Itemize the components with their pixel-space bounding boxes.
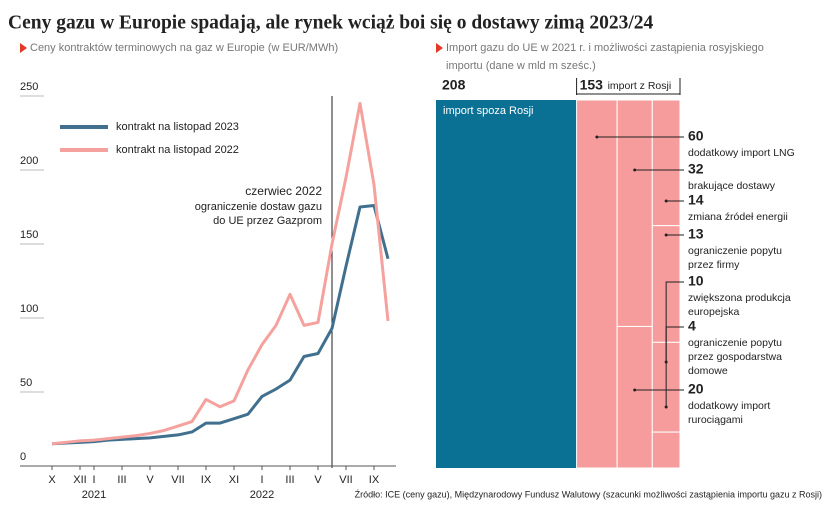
item-value: 4 — [688, 318, 696, 334]
bracket — [576, 93, 681, 95]
legend-label: kontrakt na listopad 2023 — [116, 121, 239, 133]
item-label: ograniczenie popytu — [688, 245, 782, 257]
leader-dot — [664, 199, 668, 203]
segment — [651, 99, 681, 227]
item-value: 20 — [688, 381, 704, 397]
leader — [665, 326, 684, 407]
leader-dot — [633, 168, 637, 172]
item-label: rurociągami — [688, 414, 743, 426]
segment — [616, 99, 653, 327]
x-tick-label: V — [314, 474, 322, 486]
item-label: brakujące dostawy — [688, 180, 776, 192]
year-label: 2021 — [82, 489, 106, 501]
total-label: import z Rosji — [608, 80, 672, 92]
item-value: 14 — [688, 192, 704, 208]
x-tick-label: VII — [171, 474, 184, 486]
item-label: dodatkowy import LNG — [688, 147, 795, 159]
item-label: ograniczenie popytu — [688, 337, 782, 349]
leader-dot — [633, 388, 637, 392]
y-tick-label: 200 — [20, 155, 38, 167]
segment — [616, 325, 653, 469]
x-tick-label: I — [260, 474, 263, 486]
item-label: europejska — [688, 306, 740, 318]
item-value: 13 — [688, 226, 704, 242]
item-value: 32 — [688, 161, 704, 177]
x-tick-label: IX — [369, 474, 380, 486]
item-value: 10 — [688, 273, 704, 289]
subtitle: Import gazu do UE w 2021 r. i możliwości… — [446, 42, 764, 54]
leader-dot — [664, 405, 668, 409]
y-tick-label: 150 — [20, 229, 38, 241]
bullet — [436, 43, 443, 53]
annotation-title: czerwiec 2022 — [245, 184, 322, 198]
item-label: dodatkowy import — [688, 400, 770, 412]
leader-dot — [664, 233, 668, 237]
legend-label: kontrakt na listopad 2022 — [116, 144, 239, 156]
item-label: przez firmy — [688, 259, 740, 271]
block-label: import spoza Rosji — [443, 105, 533, 117]
item-label: domowe — [688, 365, 728, 377]
total-value: 208 — [442, 77, 466, 93]
leader-dot — [595, 135, 599, 139]
source: Źródło: ICE (ceny gazu), Międzynarodowy … — [355, 489, 822, 499]
x-tick-label: IX — [201, 474, 212, 486]
item-value: 60 — [688, 128, 704, 144]
item-label: zmiana źródeł energii — [688, 211, 788, 223]
segment — [576, 99, 618, 469]
block — [436, 100, 577, 468]
y-tick-label: 0 — [20, 451, 26, 463]
y-tick-label: 100 — [20, 303, 38, 315]
x-tick-label: I — [92, 474, 95, 486]
annotation: ograniczenie dostaw gazu — [195, 201, 322, 213]
x-tick-label: XI — [229, 474, 239, 486]
x-tick-label: X — [48, 474, 56, 486]
bullet — [20, 43, 27, 53]
annotation: do UE przez Gazprom — [213, 215, 322, 227]
segment — [651, 431, 681, 469]
year-label: 2022 — [250, 489, 274, 501]
y-tick-label: 250 — [20, 81, 38, 93]
y-tick-label: 50 — [20, 377, 32, 389]
total-value: 153 — [580, 77, 604, 93]
item-label: zwiększona produkcja — [688, 292, 791, 304]
x-tick-label: V — [146, 474, 154, 486]
x-tick-label: III — [117, 474, 126, 486]
x-tick-label: XII — [73, 474, 86, 486]
x-tick-label: VII — [339, 474, 352, 486]
title: Ceny gazu w Europie spadają, ale rynek w… — [8, 12, 654, 33]
subtitle: Ceny kontraktów terminowych na gaz w Eur… — [30, 42, 338, 54]
subtitle: importu (dane w mld m sześc.) — [446, 60, 596, 72]
x-tick-label: III — [285, 474, 294, 486]
item-label: przez gospodarstwa — [688, 351, 782, 363]
series-line — [51, 101, 390, 446]
